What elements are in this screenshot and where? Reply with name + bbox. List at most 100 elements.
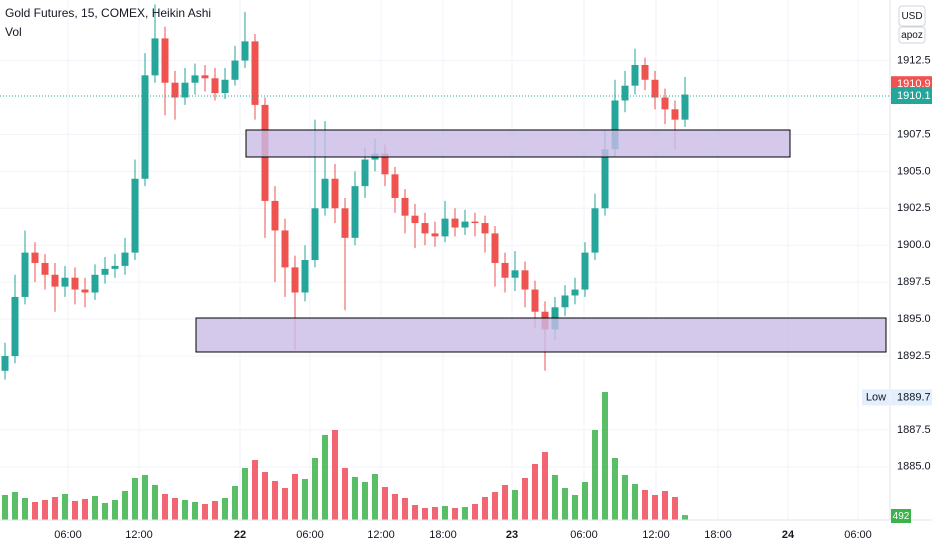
volume-bar — [402, 498, 408, 520]
volume-bar — [562, 488, 568, 520]
candle-body — [441, 218, 449, 237]
volume-bar — [122, 491, 128, 520]
x-tick-label: 12:00 — [125, 529, 153, 541]
candle-body — [41, 262, 49, 275]
volume-bar — [432, 507, 438, 520]
volume-bar — [552, 475, 558, 520]
x-tick-label: 06:00 — [54, 529, 82, 541]
volume-bar — [272, 481, 278, 520]
volume-bar — [632, 484, 638, 520]
x-tick-label: 22 — [234, 529, 246, 541]
candle-body — [111, 265, 119, 269]
volume-bar — [222, 498, 228, 520]
volume-bar — [142, 475, 148, 520]
currency[interactable]: USD — [901, 11, 922, 22]
currency-button[interactable] — [898, 5, 926, 27]
scale-mode[interactable]: apoz — [901, 30, 923, 41]
volume-bar — [42, 500, 48, 520]
candle-body — [511, 270, 519, 278]
volume-bar — [202, 504, 208, 520]
candle-body — [611, 100, 619, 150]
candle-body — [671, 109, 679, 120]
candle-body — [531, 289, 539, 312]
candle-body — [241, 41, 249, 61]
candle-body — [81, 289, 89, 293]
candle-body — [661, 97, 669, 110]
y-tick-label: 1907.5 — [897, 128, 931, 140]
candle-body — [491, 233, 499, 263]
volume-bar — [472, 504, 478, 520]
volume-bar — [392, 494, 398, 520]
volume-bar — [672, 497, 678, 520]
x-tick-label: 06:00 — [844, 529, 872, 541]
candle-body — [601, 149, 609, 209]
x-tick-label: 23 — [506, 529, 518, 541]
y-tick-label: 1885.0 — [897, 461, 931, 473]
candle-body — [231, 60, 239, 80]
volume-bar — [532, 464, 538, 520]
x-tick-label: 18:00 — [429, 529, 457, 541]
volume-bar — [332, 430, 338, 520]
candle-body — [461, 221, 469, 228]
volume-bar — [462, 507, 468, 520]
last-price-badge — [891, 88, 932, 105]
volume-bar — [362, 482, 368, 520]
candle-body — [301, 260, 309, 293]
last-price-label: 1910.1 — [897, 90, 931, 102]
candle-body — [151, 38, 159, 76]
candle-body — [591, 208, 599, 253]
volume-bar — [252, 460, 258, 520]
volume-bar — [112, 500, 118, 520]
candle-body — [181, 82, 189, 98]
zones — [195, 129, 887, 353]
candle-body — [341, 208, 349, 238]
candle-body — [21, 252, 29, 297]
candle-body — [681, 94, 689, 120]
volume-bar — [62, 494, 68, 520]
volume-bar — [602, 392, 608, 520]
volume-bar — [22, 498, 28, 520]
candle-body — [581, 252, 589, 290]
volume-bar — [212, 501, 218, 520]
candle-body — [471, 221, 479, 224]
candle-body — [451, 218, 459, 228]
candle-body — [401, 197, 409, 216]
candle-body — [431, 233, 439, 237]
volume-bar — [572, 495, 578, 520]
y-tick-label: 1897.5 — [897, 276, 931, 288]
volume-label: Vol — [5, 25, 22, 39]
volume-bar — [292, 474, 298, 520]
volume-bar — [412, 505, 418, 520]
candle-body — [211, 78, 219, 94]
volume-bar — [382, 487, 388, 520]
scale-button[interactable] — [898, 26, 926, 44]
candle-body — [31, 252, 39, 263]
low-tag — [862, 389, 890, 406]
candle-body — [641, 65, 649, 80]
y-tick-label: 1895.0 — [897, 313, 931, 325]
volume-bar — [192, 502, 198, 520]
volume-bar — [482, 497, 488, 520]
x-tick-label: 12:00 — [642, 529, 670, 541]
candle-body — [411, 215, 419, 224]
candle-body — [1, 356, 9, 371]
candle-body — [121, 252, 129, 266]
candle-body — [321, 178, 329, 209]
resistance-zone — [245, 129, 791, 158]
volume-bar — [522, 478, 528, 520]
volume-bar — [232, 486, 238, 520]
candle-body — [131, 178, 139, 253]
candle-body — [71, 277, 79, 290]
volume-bar — [152, 485, 158, 520]
y-tick-label: 1905.0 — [897, 165, 931, 177]
volume-bar — [282, 488, 288, 520]
candle-body — [171, 82, 179, 98]
low-tag-label: Low — [866, 391, 886, 403]
candle-body — [51, 274, 59, 287]
x-tick-label: 12:00 — [367, 529, 395, 541]
volume-badge — [891, 509, 911, 523]
candle-body — [251, 41, 259, 105]
volume-bar — [512, 490, 518, 520]
